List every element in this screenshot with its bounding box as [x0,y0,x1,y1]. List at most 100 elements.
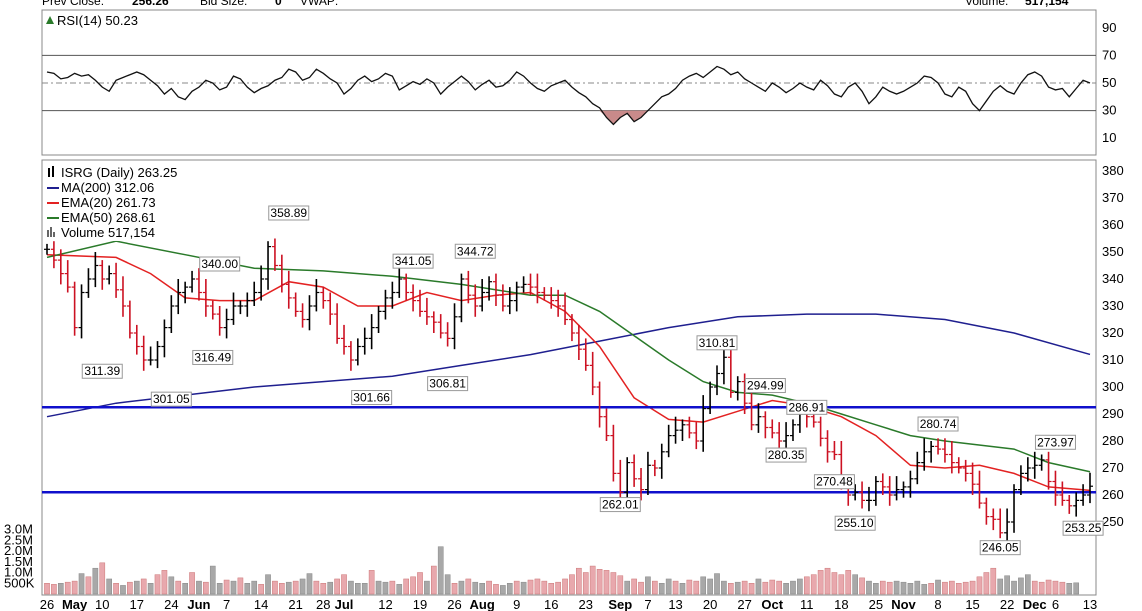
volume-bar [444,574,451,595]
price-annotation: 294.99 [744,378,786,394]
volume-bar [85,576,92,595]
volume-bar [299,578,306,595]
volume-bar [140,578,147,595]
volume-bar [997,578,1004,595]
volume-bar [196,580,202,595]
volume-bar [949,580,955,595]
volume-tick-label: 3.0M [4,522,33,537]
volume-bar [686,579,693,595]
ohlc-bar [479,279,486,312]
volume-bar [396,584,403,595]
volume-bar [679,583,686,595]
ohlc-bar [921,438,928,471]
x-tick-label: 23 [579,597,593,611]
ohlc-bar [313,279,320,312]
volume-bar [437,546,444,595]
volume-bar [127,581,133,595]
x-tick-label: 19 [413,597,427,611]
price-tick-label: 300 [1102,379,1124,394]
volume-bar [403,578,410,595]
ohlc-bar [320,287,327,309]
price-grid: 250 260 270 280 290 300 310 320 330 340 350 360 370 3… [1102,163,1124,529]
price-annotation: 301.05 [150,391,192,407]
ohlc-bar [92,252,99,288]
ohlc-bar [1059,481,1066,506]
volume-bar [251,580,258,595]
ohlc-bar [907,470,914,498]
volume-bar [341,574,347,595]
volume-bar [1066,583,1073,595]
price-annotation: 286.91 [786,399,828,415]
price-tick-label: 280 [1102,433,1124,448]
ohlc-bar [582,338,589,371]
volume-bar [382,581,389,595]
volume-bar [92,567,99,595]
rsi-tick-label: 10 [1102,130,1116,145]
volume-bar [258,584,264,595]
ohlc-bar [472,284,479,317]
volume-bar [513,580,520,595]
x-tick-label: 28 [316,597,330,611]
annotation-label: 286.91 [788,400,825,414]
volume-bar [458,580,465,595]
volume-bar [175,580,182,595]
rsi-legend-text: RSI(14) 50.23 [57,13,138,28]
volume-bar [596,569,603,595]
ohlc-bar [638,468,645,501]
price-tick-label: 370 [1102,190,1124,205]
ohlc-bar [140,335,147,371]
ohlc-bar [720,346,727,385]
volume-bar [64,581,71,595]
volume-bar [465,578,472,595]
price-annotation: 341.05 [392,253,434,269]
ohlc-bar [589,351,596,396]
volume-bar [983,572,990,595]
legend-entry: ISRG (Daily) 263.25 [61,165,177,180]
annotation-label: 358.89 [270,206,307,220]
volume-bar [120,585,126,595]
ohlc-bar [700,395,707,452]
volume-bar [810,574,817,595]
ohlc-bar [278,254,285,293]
volume-bar [541,580,548,595]
ohlc-bar [948,441,955,474]
volume-bar [714,573,720,595]
ohlc-bar [444,322,451,347]
ohlc-bar [334,303,341,344]
volume-bar [817,570,824,595]
volume-bar [776,580,782,595]
ohlc-bar [292,292,299,317]
ohlc-bar [624,457,631,498]
volume-bar [734,581,741,595]
price-annotation: 344.72 [454,243,496,259]
volume-bar [500,585,506,595]
legend-entry: MA(200) 312.06 [61,180,154,195]
ohlc-bar [513,281,520,312]
volume-bar [976,576,983,595]
volume-bar [285,581,292,595]
ohlc-bar [555,289,562,317]
volume-bar [645,576,651,595]
ohlc-bar [175,279,182,315]
ohlc-bar [859,481,866,509]
volume-bar [914,580,921,595]
volume-bar [631,578,637,595]
ohlc-bar [914,451,921,485]
price-annotation: 273.97 [1034,434,1076,450]
volume-bar [942,581,948,595]
ohlc-bar [631,454,638,487]
annotation-label: 273.97 [1037,435,1074,449]
ohlc-bar [817,416,824,447]
ohlc-bar [714,365,721,396]
rsi-tick-label: 70 [1102,47,1116,62]
price-tick-label: 340 [1102,271,1124,286]
rsi-legend-icon [46,16,54,24]
ohlc-bar [534,273,541,304]
volume-bar [555,581,561,595]
ohlc-bar [983,497,990,525]
ohlc-bar [658,443,665,479]
volume-bar [348,580,354,595]
ohlc-bar [416,289,423,317]
x-tick-label: 21 [288,597,302,611]
x-tick-label: 22 [1000,597,1014,611]
